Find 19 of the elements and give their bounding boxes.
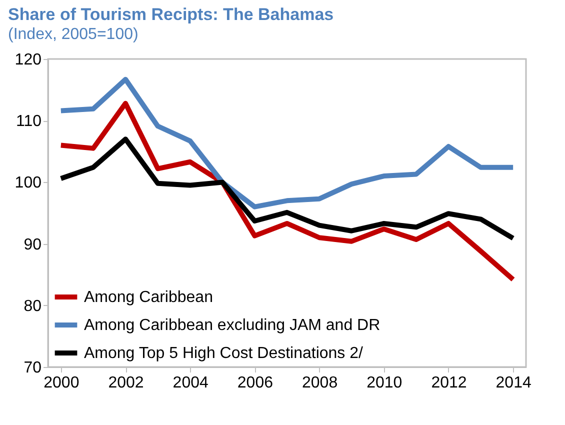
y-tick-label: 120 (14, 52, 42, 68)
legend-label: Among Caribbean (84, 289, 213, 306)
x-tick-label: 2014 (496, 374, 532, 392)
y-tick-label: 90 (24, 236, 42, 254)
x-tick-label: 2006 (237, 374, 274, 392)
legend-label: Among Top 5 High Cost Destinations 2/ (84, 345, 364, 362)
y-tick-label: 80 (24, 298, 42, 315)
y-tick-label: 70 (24, 360, 42, 376)
x-tick-label: 2004 (172, 374, 209, 392)
y-tick-label: 100 (14, 174, 42, 192)
chart-title: Share of Tourism Recipts: The Bahamas (8, 5, 334, 24)
x-tick-label: 2012 (431, 374, 467, 392)
legend-label: Among Caribbean excluding JAM and DR (84, 317, 380, 334)
x-tick-label: 2008 (302, 374, 338, 392)
y-tick-label: 110 (16, 113, 42, 130)
x-tick-label: 2002 (108, 374, 144, 392)
x-tick-label: 2000 (44, 374, 80, 392)
chart-subtitle: (Index, 2005=100) (8, 26, 138, 43)
x-tick-label: 2010 (366, 374, 402, 392)
